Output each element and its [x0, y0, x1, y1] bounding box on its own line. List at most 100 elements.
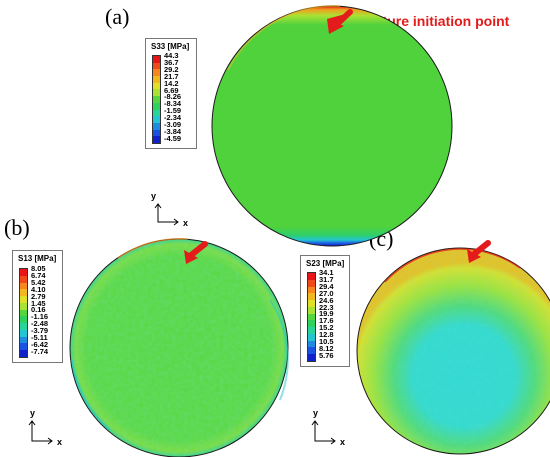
tick-label: 8.12 [319, 343, 334, 353]
tick-label: 27.0 [319, 288, 334, 298]
axis-label-y-a: y [151, 191, 156, 201]
colorbar-c [307, 272, 316, 362]
axis-label-x-c: x [340, 437, 345, 447]
legend-title-b: S13 [MPa] [18, 254, 57, 263]
axis-triad-b [28, 420, 53, 445]
tick-label: -5.11 [31, 333, 48, 342]
tick-label: 6.69 [164, 85, 179, 95]
colorbar-swatch [153, 62, 160, 70]
colorbar-swatch [308, 273, 315, 280]
colorbar-swatch [20, 289, 27, 297]
colorbar-b [19, 268, 28, 358]
colorbar-swatch [153, 122, 160, 130]
arrow-icon-a [327, 9, 353, 34]
tick-label: 2.79 [31, 291, 46, 301]
axis-label-x-a: x [183, 218, 188, 228]
axis-label-y-c: y [313, 408, 318, 418]
colorbar-swatch [20, 309, 27, 317]
colorbar-swatch [308, 340, 315, 348]
colorbar-swatch [20, 302, 27, 310]
tick-label: 4.10 [31, 284, 46, 294]
tick-label: -3.09 [164, 120, 182, 129]
colorbar-swatch [308, 354, 315, 361]
colorbar-swatch [308, 286, 315, 294]
tick-label: -3.79 [31, 326, 49, 336]
arrow-icon-c [467, 240, 491, 263]
colorbar-swatch [308, 320, 315, 328]
tick-label: 14.2 [164, 78, 179, 88]
tick-label: 0.16 [31, 305, 46, 315]
tick-label: -4.59 [164, 133, 182, 143]
arrow-icon-b [184, 241, 208, 264]
colorbar-swatch [153, 82, 160, 90]
tick-label: 6.74 [31, 270, 46, 280]
tick-label: 12.8 [319, 330, 334, 340]
panel-label-a: (a) [105, 4, 130, 29]
colorbar-swatch [153, 116, 160, 123]
stress-disc-b [69, 237, 289, 457]
colorbar-swatch [153, 102, 160, 110]
colorbar-swatch [308, 333, 315, 341]
tick-label: -1.59 [164, 106, 182, 116]
colorbar-swatch [20, 343, 27, 351]
legend-a: S33 [MPa] 44.3 36.7 29.2 21.7 14.2 6.69 -8.26-… [145, 38, 197, 149]
colorbar-swatch [153, 76, 160, 83]
tick-label: 22.3 [319, 302, 334, 312]
tick-label: 17.6 [319, 316, 334, 326]
colorbar-swatch [20, 350, 27, 357]
axis-triad-a [154, 203, 179, 226]
colorbar-swatch [308, 279, 315, 287]
tick-label: -2.34 [164, 113, 182, 123]
tick-label: 15.2 [319, 323, 334, 333]
tick-label: 24.6 [319, 295, 334, 305]
colorbar-swatch [153, 136, 160, 143]
colorbar-swatch [153, 69, 160, 77]
colorbar-swatch [153, 89, 160, 97]
colorbar-swatch [20, 296, 27, 303]
colorbar-swatch [20, 269, 27, 276]
tick-label: 8.05 [31, 264, 46, 273]
panel-label-b: (b) [4, 215, 30, 240]
tick-label: 1.45 [31, 298, 46, 308]
colorbar-swatch [308, 327, 315, 334]
stress-disc-c [356, 247, 550, 455]
colorbar-swatch [308, 293, 315, 301]
tick-label: 29.2 [164, 64, 179, 74]
tick-label: -1.16 [31, 312, 49, 322]
colorbar-swatch [153, 129, 160, 137]
tick-label: 5.76 [319, 350, 334, 360]
colorbar-a [152, 55, 161, 144]
colorbar-swatch [308, 300, 315, 307]
tick-label: -7.74 [31, 346, 49, 356]
colorbar-swatch [20, 275, 27, 283]
tick-label: 44.3 [164, 51, 179, 60]
colorbar-swatch [308, 313, 315, 321]
tick-label: -8.34 [164, 99, 182, 109]
stress-disc-a [211, 5, 453, 247]
colorbar-swatch [20, 316, 27, 324]
tick-label: -2.48 [31, 319, 49, 329]
colorbar-swatch [153, 56, 160, 63]
tick-label: 5.42 [31, 277, 46, 287]
colorbar-swatch [153, 109, 160, 117]
legend-title-c: S23 [MPa] [306, 259, 345, 268]
axis-label-y-b: y [30, 408, 35, 418]
tick-label: 34.1 [319, 268, 334, 277]
tick-label: 10.5 [319, 337, 334, 346]
axis-triad-c [311, 420, 336, 445]
colorbar-swatch [308, 306, 315, 314]
tick-label: -8.26 [164, 92, 182, 102]
colorbar-swatch [20, 336, 27, 344]
tick-label: 21.7 [164, 71, 179, 81]
colorbar-swatch [308, 347, 315, 355]
legend-b: S13 [MPa] 8.05 6.74 5.42 4.10 2.79 1.45 0.16 -1… [12, 250, 63, 363]
tick-label: 19.9 [319, 309, 334, 319]
tick-label: 31.7 [319, 274, 334, 284]
tick-label: 29.4 [319, 281, 334, 291]
colorbar-swatch [20, 329, 27, 337]
axis-label-x-b: x [57, 437, 62, 447]
colorbar-swatch [20, 323, 27, 330]
tick-label: -6.42 [31, 339, 49, 349]
tick-label: -3.84 [164, 126, 182, 136]
